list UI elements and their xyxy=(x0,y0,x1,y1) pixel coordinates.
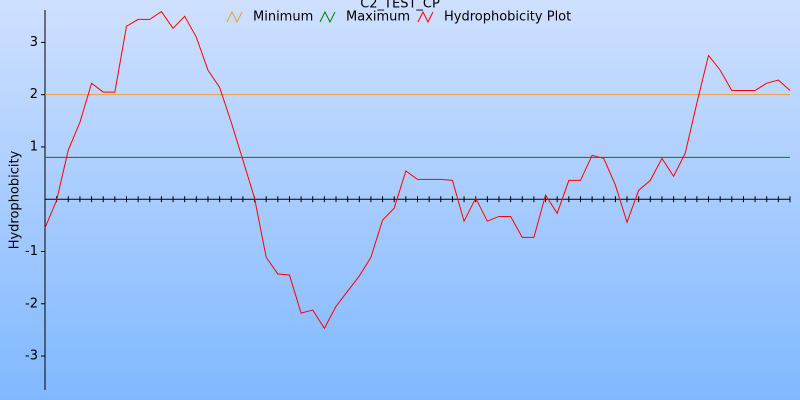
y-axis-label: Hydrophobicity xyxy=(8,150,23,249)
y-tick-label: -3 xyxy=(25,349,38,364)
y-tick-label: 2 xyxy=(30,87,38,102)
chart-title: C2_TEST_CP xyxy=(360,0,440,12)
data-line xyxy=(44,10,791,330)
y-tick-label: -1 xyxy=(25,244,38,259)
legend-icon xyxy=(417,10,434,24)
y-tick-label: 3 xyxy=(30,35,38,50)
legend-label: Minimum xyxy=(253,10,313,25)
y-tick-label: 1 xyxy=(30,139,38,154)
legend-label: Maximum xyxy=(346,10,410,25)
legend-icon xyxy=(226,10,243,24)
legend-icon xyxy=(319,10,336,24)
legend-label: Hydrophobicity Plot xyxy=(444,10,571,25)
y-tick-label: -2 xyxy=(25,296,38,311)
